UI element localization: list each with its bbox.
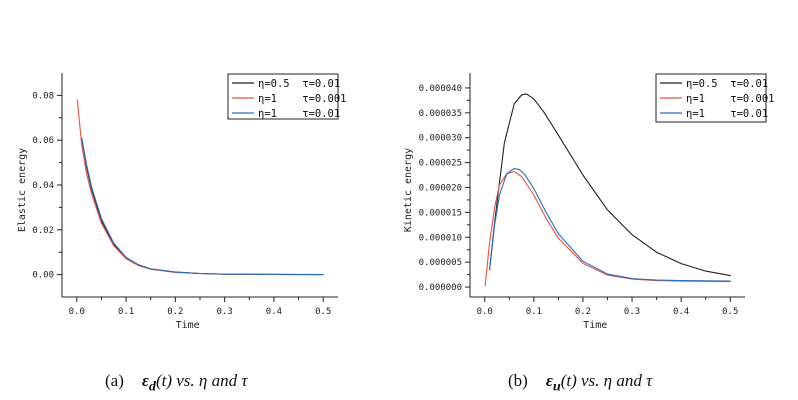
legend-label: η=0.5 τ=0.01 <box>686 78 768 90</box>
y-tick-label: 0.000040 <box>419 84 462 94</box>
x-tick-label: 0.0 <box>69 307 85 317</box>
caption-b-symbol: ε <box>545 371 553 390</box>
legend-box <box>227 73 339 120</box>
series-line <box>489 168 731 282</box>
series-line <box>489 93 731 277</box>
legend-label: η=1 τ=0.01 <box>686 108 768 120</box>
caption-a: (a) εd(t) vs. η and τ <box>105 371 247 395</box>
legend-label: η=1 τ=0.001 <box>686 93 775 105</box>
x-tick-label: 0.4 <box>266 307 282 317</box>
x-tick-label: 0.4 <box>673 307 689 317</box>
x-tick-label: 0.3 <box>217 307 233 317</box>
caption-a-symbol: ε <box>141 371 149 390</box>
caption-a-subscript: d <box>148 378 156 395</box>
x-tick-label: 0.3 <box>624 307 640 317</box>
y-tick-label: 0.000030 <box>419 134 462 144</box>
legend-label: η=1 τ=0.001 <box>258 93 347 105</box>
x-tick-label: 0.2 <box>575 307 591 317</box>
x-tick-label: 0.5 <box>315 307 331 317</box>
caption-a-label: (a) <box>105 371 124 390</box>
caption-b-text: vs. η and τ <box>580 371 653 390</box>
y-axis-label: Kinetic energy <box>403 148 414 232</box>
x-tick-label: 0.1 <box>526 307 542 317</box>
caption-b: (b) εu(t) vs. η and τ <box>508 371 652 395</box>
y-tick-label: 0.000015 <box>419 208 462 218</box>
caption-b-label: (b) <box>508 371 528 390</box>
y-tick-label: 0.08 <box>32 91 54 101</box>
series-line <box>484 171 731 287</box>
y-tick-label: 0.00 <box>32 271 54 281</box>
chart-kinetic-energy: 0.0 0.1 0.2 0.3 0.4 0.5 0.000000 0.000005 0.0000… <box>403 73 775 331</box>
legend-label: η=1 τ=0.01 <box>258 108 340 120</box>
x-tick-label: 0.1 <box>118 307 134 317</box>
x-axis-label: Time <box>176 320 200 331</box>
caption-a-text: vs. η and τ <box>176 371 248 390</box>
y-tick-label: 0.000025 <box>419 159 462 169</box>
y-tick-label: 0.02 <box>32 226 54 236</box>
y-tick-label: 0.000035 <box>419 109 462 119</box>
caption-a-argument: (t) <box>155 371 172 390</box>
caption-b-argument: (t) <box>560 371 577 390</box>
x-tick-label: 0.5 <box>722 307 738 317</box>
chart-elastic-energy: 0.0 0.1 0.2 0.3 0.4 0.5 0.00 0.02 0.04 0.06 0.08 Ti… <box>17 73 347 331</box>
x-axis-label: Time <box>583 320 607 331</box>
y-tick-label: 0.04 <box>32 181 54 191</box>
caption-b-subscript: u <box>552 378 561 395</box>
y-tick-label: 0.06 <box>32 136 54 146</box>
x-tick-label: 0.0 <box>477 307 493 317</box>
y-tick-label: 0.000020 <box>419 183 462 193</box>
series-line <box>81 137 324 276</box>
y-axis-label: Elastic energy <box>17 148 28 232</box>
y-tick-label: 0.000000 <box>419 283 462 293</box>
y-tick-label: 0.000010 <box>419 233 462 243</box>
legend-label: η=0.5 τ=0.01 <box>258 78 340 90</box>
series-line <box>81 137 324 276</box>
y-tick-label: 0.000005 <box>419 258 462 268</box>
x-tick-label: 0.2 <box>167 307 183 317</box>
series-line <box>76 99 324 276</box>
